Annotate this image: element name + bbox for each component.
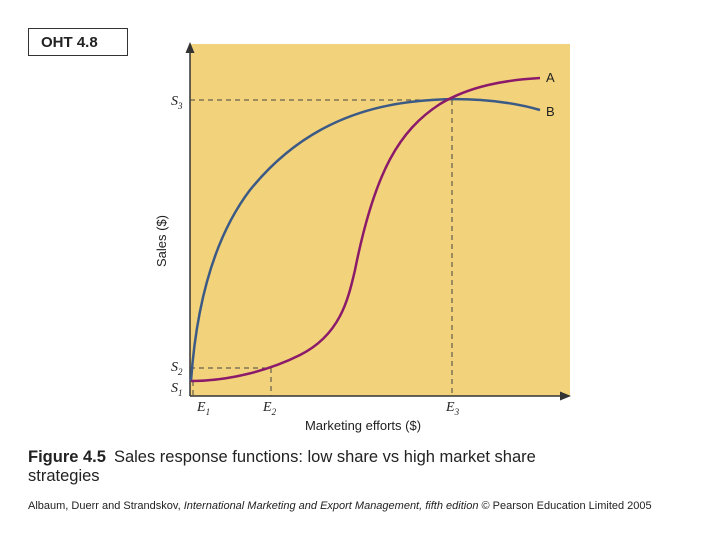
source-credit: Albaum, Duerr and Strandskov, Internatio… <box>28 500 708 512</box>
credit-authors: Albaum, Duerr and Strandskov, <box>28 500 184 512</box>
oht-label: OHT 4.8 <box>41 33 98 51</box>
credit-publisher: © Pearson Education Limited 2005 <box>478 500 652 512</box>
y-axis-title: Sales ($) <box>154 215 169 267</box>
e2-label: E2 <box>262 400 277 417</box>
curve-b-label: B <box>546 104 555 119</box>
curve-a-label: A <box>546 70 555 85</box>
x-axis-arrow <box>560 391 571 401</box>
e3-label: E3 <box>445 400 460 417</box>
figure-caption-text: Sales response functions: low share vs h… <box>28 448 536 485</box>
x-axis-title: Marketing efforts ($) <box>305 418 421 433</box>
s3-label: S3 <box>171 94 183 111</box>
curve-a <box>190 76 541 383</box>
credit-book-title: International Marketing and Export Manag… <box>183 500 479 512</box>
e1-label: E1 <box>196 400 210 417</box>
s2-label: S2 <box>171 360 183 377</box>
y-axis-arrow <box>185 42 195 53</box>
figure-caption: Figure 4.5 Sales response functions: low … <box>28 448 588 486</box>
figure-number: Figure 4.5 <box>28 448 106 466</box>
curve-b <box>189 97 541 382</box>
oht-badge: OHT 4.8 <box>28 28 128 56</box>
s1-label: S1 <box>171 381 183 398</box>
plot-background <box>190 44 570 396</box>
